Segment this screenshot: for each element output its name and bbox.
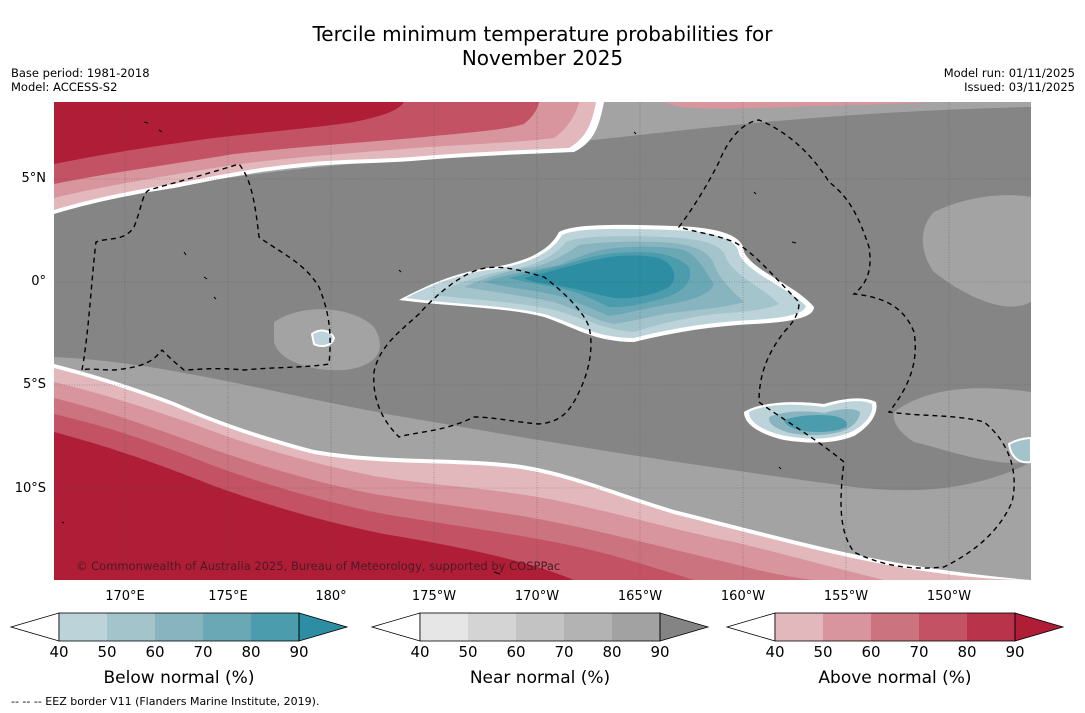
cb-near-label: Near normal (%) <box>469 668 611 688</box>
cb-near-swatch-2 <box>468 613 516 641</box>
lat-label-5s: 5°S <box>22 377 46 392</box>
cb-below-arrow-low <box>9 612 60 642</box>
cb-near-swatch-4 <box>564 613 612 641</box>
cb-above-swatch-1 <box>775 613 823 641</box>
lat-label-10s: 10°S <box>14 481 46 496</box>
cb-above-tick-50: 50 <box>813 643 833 661</box>
lon-label-165w: 165°W <box>617 589 663 604</box>
lon-label-175e: 175°E <box>208 589 248 604</box>
near-normal-light-east <box>922 195 1031 307</box>
issued-date: Issued: 03/11/2025 <box>964 80 1075 94</box>
cb-above-label: Above normal (%) <box>818 668 972 688</box>
cb-below-swatch-3 <box>155 613 203 641</box>
above-normal-north-80 <box>54 102 404 164</box>
cb-below-label: Below normal (%) <box>103 668 255 688</box>
meta-left: Base period: 1981-2018 Model: ACCESS-S2 <box>11 66 150 94</box>
cb-below-swatch-4 <box>203 613 251 641</box>
cb-above-swatch-5 <box>967 613 1015 641</box>
colorbar-below-normal <box>9 612 349 642</box>
cb-above-tick-60: 60 <box>861 643 881 661</box>
cb-above-tick-40: 40 <box>765 643 785 661</box>
lon-label-155w: 155°W <box>823 589 869 604</box>
cb-near-swatch-1 <box>420 613 468 641</box>
cb-below-swatch-5 <box>251 613 299 641</box>
below-normal-west-small <box>310 329 336 347</box>
cb-near-swatch-5 <box>612 613 660 641</box>
cb-below-tick-80: 80 <box>241 643 261 661</box>
cb-near-tick-60: 60 <box>506 643 526 661</box>
cb-above-swatch-3 <box>871 613 919 641</box>
lon-label-180: 180° <box>315 589 347 604</box>
cb-above-swatch-2 <box>823 613 871 641</box>
colorbars <box>9 612 1065 642</box>
cb-below-tick-50: 50 <box>97 643 117 661</box>
title-line-2: November 2025 <box>461 46 624 70</box>
coastlines <box>61 121 797 575</box>
cb-below-tick-90: 90 <box>289 643 309 661</box>
below-normal-east-edge <box>1007 436 1031 464</box>
cb-below-tick-60: 60 <box>145 643 165 661</box>
lat-label-5n: 5°N <box>21 171 47 186</box>
lat-label-0: 0° <box>31 274 46 289</box>
cb-near-tick-70: 70 <box>554 643 574 661</box>
cb-above-tick-70: 70 <box>909 643 929 661</box>
lon-label-170e: 170°E <box>105 589 145 604</box>
cb-below-swatch-2 <box>107 613 155 641</box>
model-name: Model: ACCESS-S2 <box>11 80 118 94</box>
colorbar-near-normal <box>370 612 710 642</box>
eez-footnote: -- -- -- EEZ border V11 (Flanders Marine… <box>11 695 320 708</box>
cb-below-tick-70: 70 <box>193 643 213 661</box>
cb-near-tick-40: 40 <box>410 643 430 661</box>
probability-map: © Commonwealth of Australia 2025, Bureau… <box>54 102 1031 580</box>
copyright-text: © Commonwealth of Australia 2025, Bureau… <box>76 559 560 573</box>
near-normal-light-se <box>893 388 1031 463</box>
chart-title: Tercile minimum temperature probabilitie… <box>0 22 1085 70</box>
lon-label-170w: 170°W <box>514 589 560 604</box>
colorbar-above-normal <box>725 612 1065 642</box>
cb-above-arrow-low <box>725 612 776 642</box>
cb-above-tick-80: 80 <box>957 643 977 661</box>
cb-below-tick-40: 40 <box>49 643 69 661</box>
model-run: Model run: 01/11/2025 <box>943 66 1075 80</box>
cb-near-arrow-low <box>370 612 421 642</box>
above-normal-south-80 <box>54 432 574 580</box>
cb-near-tick-50: 50 <box>458 643 478 661</box>
cb-near-tick-80: 80 <box>602 643 622 661</box>
below-normal-se-80 <box>784 415 847 432</box>
cb-above-arrow-high <box>1015 613 1063 641</box>
cb-below-swatch-1 <box>59 613 107 641</box>
cb-above-tick-90: 90 <box>1005 643 1025 661</box>
lon-label-160w: 160°W <box>720 589 766 604</box>
lon-label-150w: 150°W <box>926 589 972 604</box>
meta-right: Model run: 01/11/2025 Issued: 03/11/2025 <box>944 66 1075 94</box>
graticule <box>54 102 1031 580</box>
above-normal-north-ne <box>664 102 934 109</box>
cb-above-swatch-4 <box>919 613 967 641</box>
cb-near-swatch-3 <box>516 613 564 641</box>
title-line-1: Tercile minimum temperature probabilitie… <box>312 22 773 46</box>
cb-below-arrow-high <box>299 613 347 641</box>
base-period: Base period: 1981-2018 <box>11 66 150 80</box>
cb-near-arrow-high <box>660 613 708 641</box>
cb-near-tick-90: 90 <box>650 643 670 661</box>
eez-borders <box>81 119 1015 569</box>
lon-label-175w: 175°W <box>411 589 457 604</box>
below-normal-central-90 <box>524 255 675 299</box>
